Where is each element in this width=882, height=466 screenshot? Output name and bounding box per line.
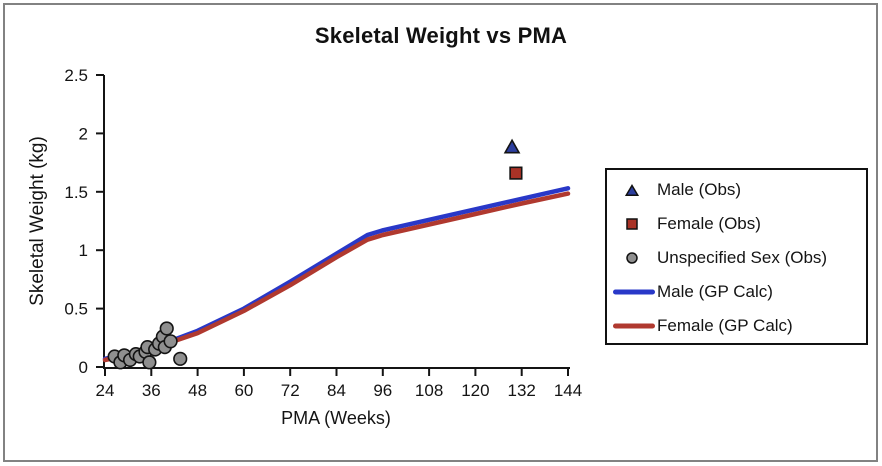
legend-item-female-gp-calc: Female (GP Calc)	[607, 309, 866, 343]
legend-item-female-obs: Female (Obs)	[607, 207, 866, 241]
unspecified-obs-circle-icon	[607, 251, 657, 265]
legend-label: Female (Obs)	[657, 214, 761, 233]
data-point-unspecified-sex-obs	[142, 355, 157, 370]
x-tick-label: 60	[234, 381, 253, 400]
data-point-male-obs	[503, 138, 521, 154]
x-tick-label: 120	[461, 381, 489, 400]
legend-item-male-gp-calc: Male (GP Calc)	[607, 275, 866, 309]
legend: Male (Obs) Female (Obs) Unspecified Sex …	[605, 168, 868, 345]
legend-item-male-obs: Male (Obs)	[607, 173, 866, 207]
data-point-unspecified-sex-obs	[159, 321, 174, 336]
legend-label: Male (Obs)	[657, 180, 742, 199]
legend-label: Unspecified Sex (Obs)	[657, 248, 828, 267]
y-tick-label: 1	[79, 241, 88, 260]
x-tick-label: 36	[142, 381, 161, 400]
data-point-female-obs	[509, 166, 523, 180]
y-tick-label: 0	[79, 358, 88, 377]
female-gp-line-icon	[607, 323, 657, 329]
y-tick-label: 2	[79, 124, 88, 143]
data-point-unspecified-sex-obs	[163, 334, 178, 349]
chart-title: Skeletal Weight vs PMA	[314, 23, 568, 48]
x-tick-label: 24	[96, 381, 115, 400]
series-line-male-gp-calc	[102, 186, 571, 362]
male-gp-line-icon	[607, 289, 657, 295]
x-tick-label: 132	[508, 381, 536, 400]
y-tick-label: 1.5	[64, 183, 88, 202]
male-obs-triangle-icon	[607, 183, 657, 197]
data-point-unspecified-sex-obs	[173, 351, 188, 366]
legend-label: Female (GP Calc)	[657, 316, 793, 335]
legend-label: Male (GP Calc)	[657, 282, 773, 301]
x-tick-label: 96	[373, 381, 392, 400]
axis-lines	[103, 75, 570, 369]
female-obs-square-icon	[607, 217, 657, 231]
y-tick-label: 0.5	[64, 300, 88, 319]
legend-item-unspecified-obs: Unspecified Sex (Obs)	[607, 241, 866, 275]
x-tick-label: 84	[327, 381, 346, 400]
series-line-female-gp-calc	[102, 191, 571, 363]
x-tick-label: 72	[281, 381, 300, 400]
x-tick-label: 144	[554, 381, 582, 400]
x-tick-label: 48	[188, 381, 207, 400]
x-tick-label: 108	[415, 381, 443, 400]
y-tick-label: 2.5	[64, 66, 88, 85]
y-axis-title: Skeletal Weight (kg)	[27, 136, 48, 306]
x-axis-title: PMA (Weeks)	[281, 408, 391, 428]
